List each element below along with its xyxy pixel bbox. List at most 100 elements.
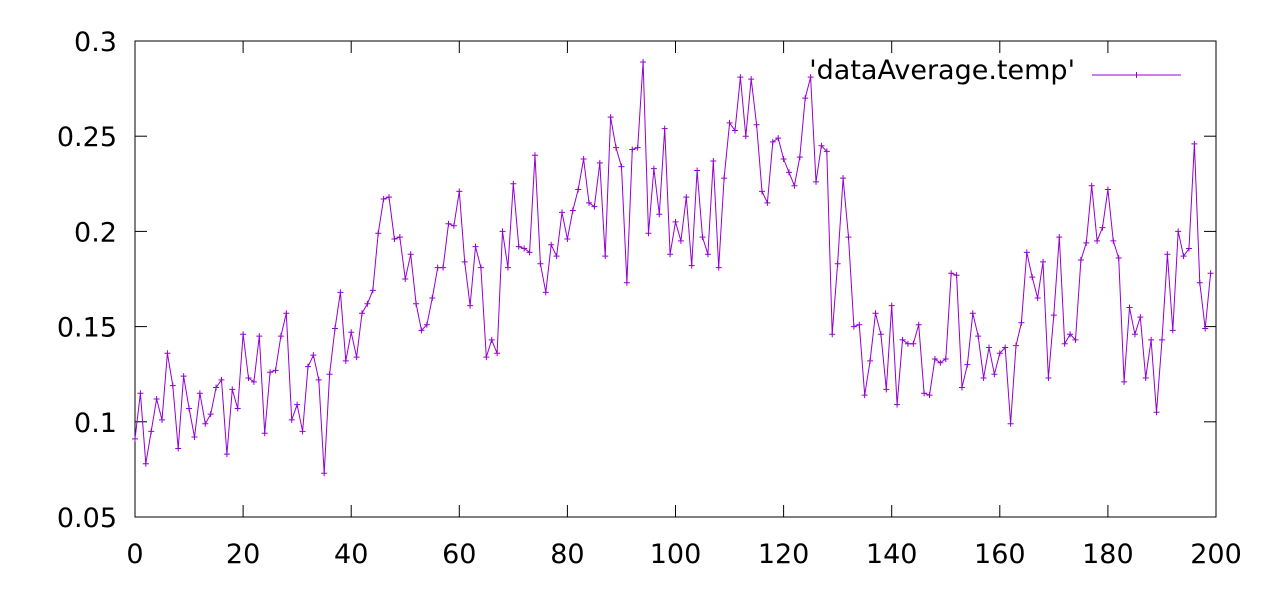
data-point [423,321,430,328]
tick-marks [134,40,1217,518]
data-point [1018,319,1025,326]
data-point [975,333,982,340]
data-point [845,234,852,241]
data-point [521,245,528,252]
data-point [169,382,176,389]
data-point [1007,420,1014,427]
data-point [580,156,587,163]
y-tick-label: 0.05 [57,503,117,534]
data-point [1002,344,1009,351]
data-point [402,276,409,282]
data-point [564,236,571,243]
data-point [769,138,776,145]
x-tick-label: 120 [758,539,810,570]
data-point [645,230,652,237]
data-point [1094,237,1101,244]
data-point [613,144,620,151]
data-point [904,340,911,347]
data-point [537,260,544,267]
data-point [1023,249,1030,256]
data-point [1131,331,1138,338]
data-point [256,333,263,340]
data-point [250,378,257,385]
data-point [618,163,625,170]
data-point [1072,336,1079,343]
data-point [202,420,209,427]
x-tick-label: 80 [550,539,584,570]
data-point [856,321,863,328]
y-tick-labels: 0.05 0.1 0.15 0.2 0.25 0.3 [57,27,117,534]
data-point [721,175,728,182]
data-point [175,445,182,452]
data-point [715,264,722,271]
data-point [461,258,468,265]
data-point [142,460,149,467]
data-point [791,182,798,189]
data-point [288,416,295,423]
data-point [229,386,236,393]
data-point [277,333,284,340]
data-point [488,336,495,343]
data-point [737,74,744,81]
data-point [1142,375,1149,382]
series-group [132,58,1214,477]
data-point [602,253,609,260]
data-point [348,329,355,336]
data-point [1045,375,1052,382]
data-point [910,340,917,347]
data-point [731,127,738,134]
data-point [834,260,841,267]
data-point [931,355,938,362]
data-point [504,264,511,271]
data-point [337,289,344,296]
data-point [607,114,614,121]
data-point [1083,239,1090,246]
x-tick-label: 160 [974,539,1026,570]
data-point [694,167,701,174]
data-point [558,209,565,216]
series-line [134,61,1212,474]
data-point [823,148,830,155]
data-point [207,411,214,418]
data-point [758,188,765,195]
data-point [1180,253,1187,260]
data-point [434,264,441,271]
data-point [1013,342,1020,349]
data-point [877,331,884,338]
data-point [775,135,782,142]
data-point [953,272,960,279]
data-point [683,194,690,201]
data-point [899,336,906,343]
data-point [386,194,393,201]
data-point [867,357,874,364]
x-tick-label: 60 [442,539,476,570]
x-tick-label: 40 [334,539,368,570]
data-point [153,395,160,402]
data-point [748,76,755,83]
data-point [542,289,549,296]
y-tick-label: 0.1 [74,408,117,439]
data-point [342,357,349,364]
data-point [1185,245,1192,252]
data-point [786,169,793,176]
data-point [548,241,555,248]
data-point [213,384,220,391]
data-point [937,359,944,366]
data-point [1175,228,1182,235]
data-point [380,196,387,203]
data-point [894,401,901,408]
x-tick-label: 180 [1082,539,1134,570]
data-point [450,222,457,229]
data-point [640,58,647,65]
data-point [245,375,252,382]
data-point [353,354,360,361]
data-point [807,74,814,81]
data-point [1040,258,1047,265]
data-point [553,253,560,260]
data-point [440,264,447,271]
x-tick-label: 140 [866,539,918,570]
data-point [1088,182,1095,189]
data-point [364,300,371,307]
data-point [1148,336,1155,343]
data-point [494,350,501,357]
